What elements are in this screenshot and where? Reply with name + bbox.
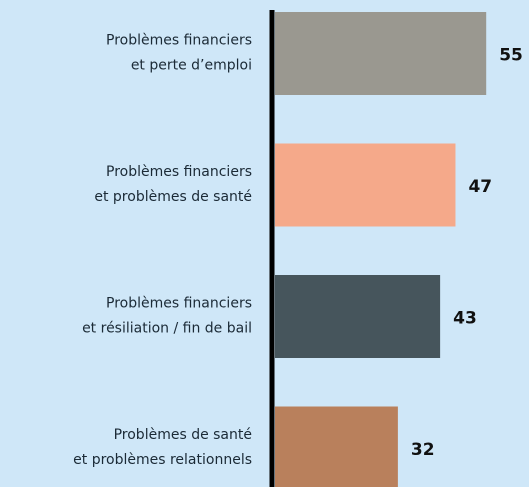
value-label: 55: [499, 46, 523, 66]
category-label: et problèmes de santé: [94, 189, 252, 205]
bar: [275, 275, 441, 358]
category-label: Problèmes financiers: [106, 296, 252, 312]
bar: [275, 406, 398, 487]
value-label: 47: [468, 177, 492, 197]
category-label: et perte d’emploi: [131, 58, 252, 74]
category-label: Problèmes financiers: [106, 33, 252, 49]
value-label: 43: [453, 309, 477, 329]
category-label: et problèmes relationnels: [73, 452, 252, 468]
category-label: Problèmes financiers: [106, 164, 252, 180]
category-label: et résiliation / fin de bail: [82, 321, 252, 337]
category-label: Problèmes de santé: [114, 427, 252, 443]
value-label: 32: [411, 440, 435, 460]
bar: [275, 12, 487, 95]
bar: [275, 143, 456, 227]
